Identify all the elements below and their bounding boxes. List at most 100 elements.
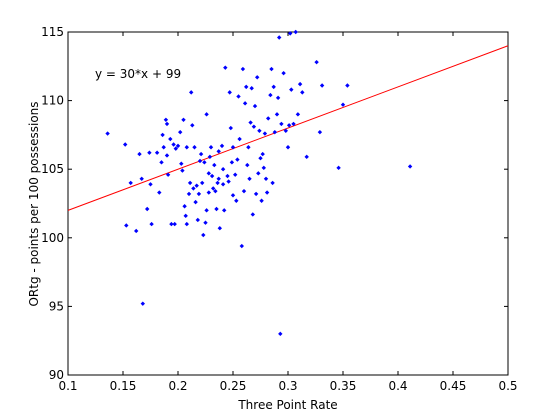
data-point bbox=[288, 31, 293, 36]
x-axis-title: Three Point Rate bbox=[237, 398, 337, 412]
data-point bbox=[345, 83, 350, 88]
data-point bbox=[340, 102, 346, 107]
x-tick-label: 0.25 bbox=[220, 379, 247, 393]
data-point bbox=[228, 125, 233, 131]
data-point bbox=[225, 173, 230, 179]
data-point bbox=[245, 162, 250, 168]
data-point bbox=[295, 112, 301, 117]
data-point bbox=[165, 172, 171, 177]
data-point bbox=[187, 180, 193, 186]
data-point bbox=[204, 112, 209, 117]
x-tick-label: 0.3 bbox=[278, 379, 297, 393]
x-tick-label: 0.4 bbox=[388, 379, 407, 393]
data-point bbox=[300, 90, 305, 95]
data-point bbox=[178, 129, 183, 135]
data-point bbox=[175, 143, 181, 149]
data-point bbox=[202, 160, 207, 165]
data-point bbox=[191, 186, 196, 191]
data-point bbox=[229, 160, 235, 165]
data-point bbox=[206, 190, 211, 195]
data-point bbox=[189, 90, 194, 95]
data-point bbox=[179, 161, 184, 166]
data-point bbox=[207, 154, 213, 160]
data-point bbox=[192, 145, 197, 150]
data-point bbox=[249, 86, 254, 91]
data-point bbox=[247, 176, 252, 182]
data-point bbox=[285, 145, 291, 150]
data-point bbox=[235, 157, 240, 162]
y-tick-label: 90 bbox=[49, 368, 64, 382]
data-point bbox=[160, 132, 165, 138]
x-tick-label: 0.15 bbox=[110, 379, 137, 393]
data-point bbox=[163, 117, 169, 123]
data-point bbox=[286, 123, 292, 128]
data-point bbox=[253, 191, 259, 197]
data-point bbox=[233, 172, 238, 177]
data-point bbox=[147, 150, 152, 155]
data-point bbox=[281, 70, 286, 76]
y-axis-title: ORtg - points per 100 possessions bbox=[27, 101, 41, 306]
data-point bbox=[283, 128, 288, 133]
data-point bbox=[261, 165, 266, 171]
data-point bbox=[242, 101, 248, 106]
data-point bbox=[244, 84, 249, 90]
data-point bbox=[289, 87, 294, 92]
data-point bbox=[208, 145, 214, 150]
data-point bbox=[230, 193, 236, 198]
data-point bbox=[214, 206, 219, 212]
data-point bbox=[263, 176, 269, 182]
data-point bbox=[291, 121, 296, 127]
data-point bbox=[212, 162, 217, 168]
data-point bbox=[257, 128, 262, 133]
data-point bbox=[236, 94, 241, 99]
regression-line bbox=[67, 45, 509, 211]
data-point bbox=[182, 204, 187, 209]
data-point bbox=[134, 228, 139, 234]
data-point bbox=[137, 151, 142, 157]
data-point bbox=[258, 156, 263, 161]
y-tick-label: 105 bbox=[41, 162, 64, 176]
data-point bbox=[314, 59, 319, 65]
data-point bbox=[240, 66, 246, 72]
data-point bbox=[264, 190, 270, 195]
data-point bbox=[317, 129, 323, 135]
data-point bbox=[164, 153, 170, 158]
data-point bbox=[259, 198, 264, 203]
data-point bbox=[203, 220, 208, 225]
data-point bbox=[220, 167, 226, 172]
data-point bbox=[124, 223, 129, 228]
x-tick-label: 0.2 bbox=[168, 379, 187, 393]
data-point bbox=[159, 160, 164, 165]
plot-frame bbox=[67, 31, 509, 376]
data-point bbox=[196, 191, 202, 197]
data-point bbox=[195, 217, 200, 223]
data-point bbox=[304, 154, 309, 160]
data-point bbox=[260, 151, 265, 157]
data-point bbox=[268, 92, 273, 98]
regression-equation-annotation: y = 30*x + 99 bbox=[95, 67, 181, 81]
data-point bbox=[278, 331, 283, 337]
data-point bbox=[201, 232, 206, 238]
data-point bbox=[219, 143, 225, 149]
data-point bbox=[293, 29, 298, 35]
data-point bbox=[197, 158, 203, 164]
x-tick-label: 0.5 bbox=[498, 379, 517, 393]
data-point bbox=[336, 165, 341, 171]
data-point bbox=[184, 145, 189, 150]
x-axis: 0.1 0.15 0.2 0.25 0.3 0.35 0.4 0.45 0.5 bbox=[58, 32, 518, 393]
data-point bbox=[237, 136, 242, 142]
data-point bbox=[246, 145, 251, 150]
data-point bbox=[211, 186, 216, 191]
data-point bbox=[172, 221, 177, 227]
data-point bbox=[145, 206, 150, 212]
data-point bbox=[181, 117, 186, 123]
data-point bbox=[251, 124, 257, 129]
data-point bbox=[227, 90, 232, 95]
data-point bbox=[139, 176, 144, 182]
data-point bbox=[140, 301, 145, 306]
data-point bbox=[190, 123, 195, 128]
data-point bbox=[154, 150, 160, 155]
data-point bbox=[239, 243, 244, 249]
data-point bbox=[209, 173, 215, 179]
